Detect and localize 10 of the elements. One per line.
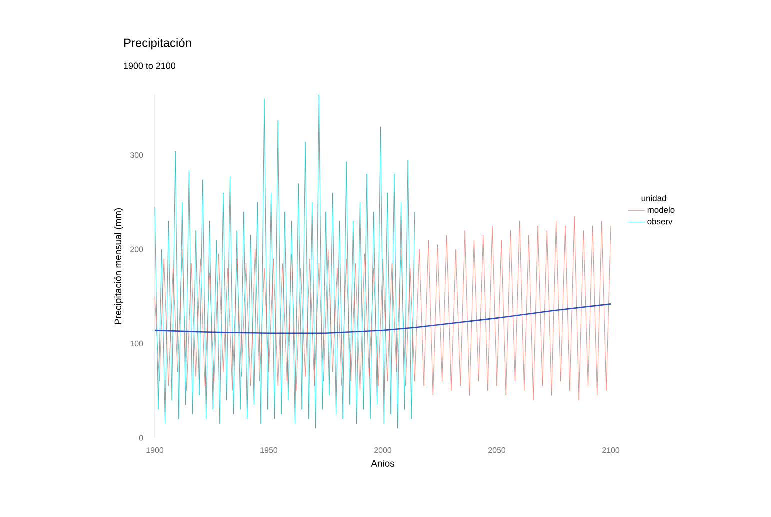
chart-subtitle: 1900 to 2100 xyxy=(124,62,176,70)
y-axis-title: Precipitación mensual (mm) xyxy=(114,208,124,324)
chart-title: Precipitación xyxy=(124,38,192,50)
legend-label: modelo xyxy=(648,206,675,214)
line-series xyxy=(154,304,612,334)
line-series xyxy=(154,216,612,401)
legend-label: observ xyxy=(648,218,673,225)
line-series xyxy=(154,94,416,429)
legend-title: unidad xyxy=(642,195,666,202)
x-axis-title: Anios xyxy=(371,460,394,467)
